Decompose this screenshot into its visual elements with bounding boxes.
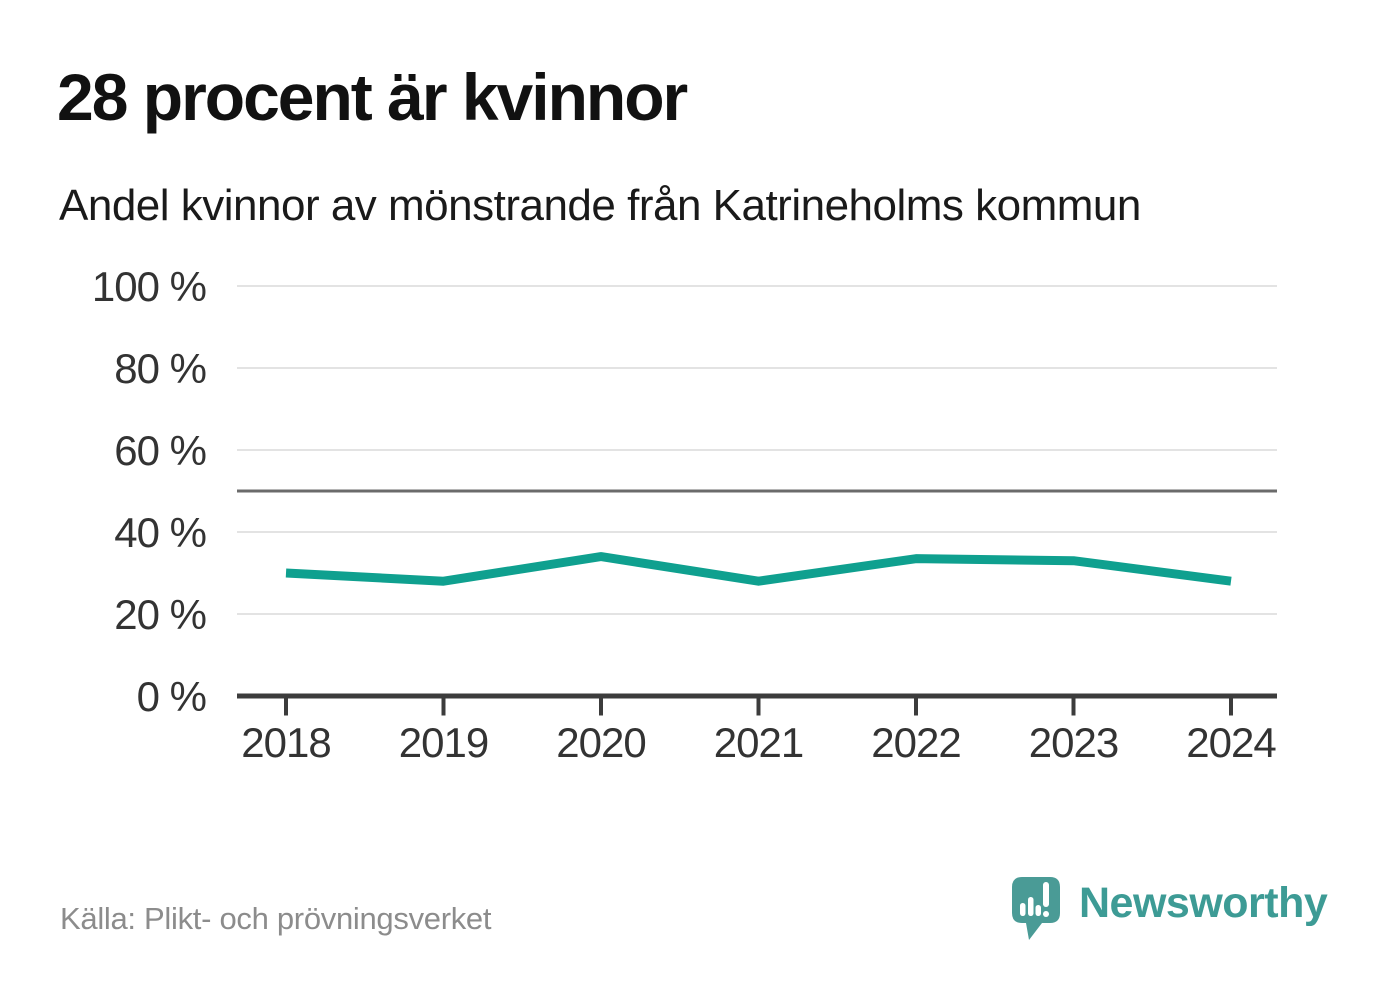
y-tick-label: 40 % <box>114 509 206 556</box>
y-tick-label: 80 % <box>114 345 206 392</box>
y-tick-label: 100 % <box>92 263 206 310</box>
x-tick-label: 2024 <box>1186 719 1276 766</box>
logo-exclamation-dot <box>1043 911 1049 917</box>
logo-exclamation-bar <box>1043 882 1049 907</box>
y-tick-label: 60 % <box>114 427 206 474</box>
brand-name: Newsworthy <box>1079 879 1328 927</box>
source-note: Källa: Plikt- och prövningsverket <box>60 901 492 936</box>
x-tick-label: 2021 <box>714 719 803 766</box>
page-title: 28 procent är kvinnor <box>57 60 688 134</box>
y-tick-label: 0 % <box>137 673 206 720</box>
y-tick-label: 20 % <box>114 591 206 638</box>
brand-lockup: Newsworthy <box>1009 876 1328 954</box>
logo-bar-2 <box>1028 897 1034 916</box>
newsworthy-logo-icon <box>1012 877 1060 940</box>
x-tick-label: 2022 <box>871 719 960 766</box>
x-tick-label: 2020 <box>556 719 645 766</box>
logo-bar-3 <box>1035 905 1041 916</box>
x-tick-label: 2019 <box>399 719 488 766</box>
x-tick-label: 2023 <box>1029 719 1118 766</box>
data-line <box>285 552 1232 586</box>
chart-subtitle: Andel kvinnor av mönstrande från Katrine… <box>59 181 1141 230</box>
x-tick-label: 2018 <box>241 719 330 766</box>
logo-bar-1 <box>1020 903 1026 916</box>
